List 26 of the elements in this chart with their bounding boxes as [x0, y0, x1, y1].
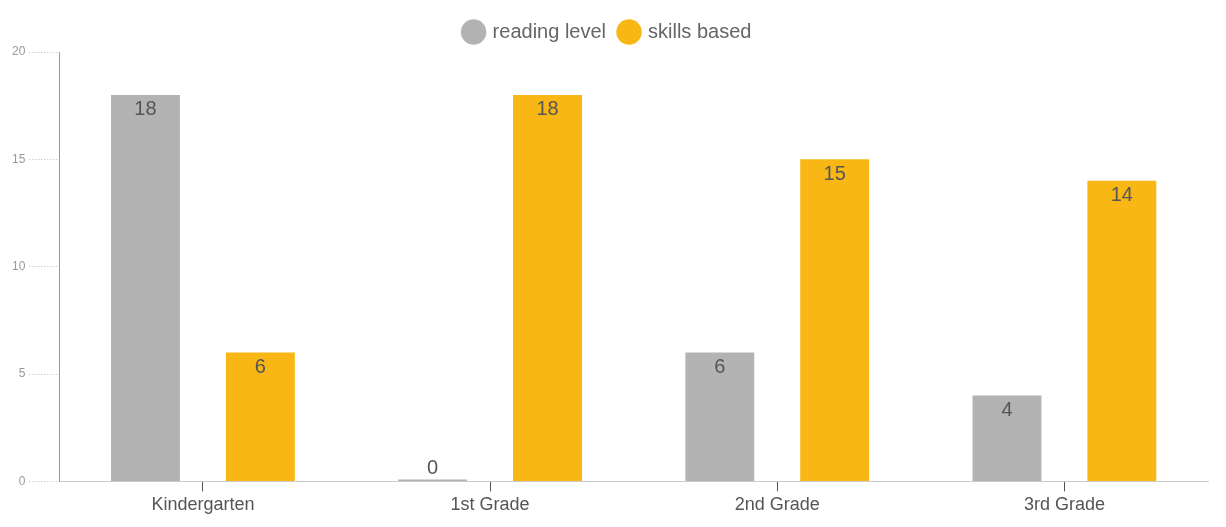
y-tick-label: 15: [11, 151, 26, 166]
x-tick-label: Kindergarten: [151, 494, 255, 515]
data-label: 18: [536, 97, 559, 120]
bar: [1087, 180, 1157, 481]
y-tick-label: 5: [18, 366, 26, 381]
data-label: 14: [1110, 183, 1133, 206]
y-tick-label: 20: [11, 44, 26, 59]
bar: [513, 94, 582, 481]
data-label: 15: [823, 161, 846, 184]
bar: [685, 352, 755, 481]
y-tick-label: 10: [11, 259, 26, 274]
bar: [800, 159, 870, 481]
x-tick-label: 2nd Grade: [734, 494, 820, 515]
bar: [972, 395, 1042, 481]
data-label: 6: [254, 355, 266, 378]
x-tick-label: 1st Grade: [450, 494, 530, 515]
legend-label: reading level: [492, 19, 607, 42]
bar: [225, 352, 295, 481]
data-label: 6: [714, 355, 726, 378]
bar: [111, 94, 180, 481]
data-label: 0: [427, 455, 439, 478]
legend-label: skills based: [648, 19, 752, 42]
data-label: 18: [134, 97, 157, 120]
y-tick-label: 0: [18, 473, 26, 488]
data-label: 4: [1001, 398, 1013, 421]
x-tick-label: 3rd Grade: [1023, 494, 1105, 515]
